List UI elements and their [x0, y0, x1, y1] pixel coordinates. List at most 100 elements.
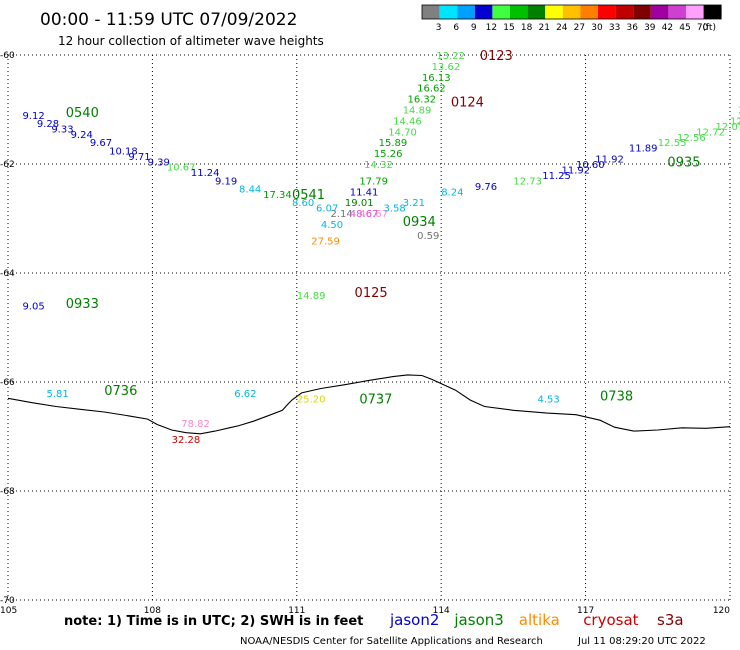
scale-swatch: [457, 5, 475, 19]
wave-height-label: 14.70: [388, 127, 417, 138]
wave-height-label: 25.20: [297, 394, 326, 405]
wave-height-label: 8.44: [239, 185, 261, 196]
wave-height-label: 19.01: [345, 198, 374, 209]
satellite-legend: jason2 jason3 altika cryosat s3a: [389, 611, 684, 629]
map-subtitle: 12 hour collection of altimeter wave hei…: [58, 34, 324, 48]
wave-height-label: 5.81: [47, 389, 69, 400]
pass-time-label: 0738: [600, 390, 633, 405]
scale-swatch: [686, 5, 704, 19]
wave-height-label: 9.76: [475, 182, 497, 193]
lat-tick-label: -64: [0, 269, 15, 279]
wave-height-label: 15.26: [374, 149, 403, 160]
wave-height-label: 11.41: [350, 187, 379, 198]
lat-tick-label: -66: [0, 378, 15, 388]
pass-time-label: 0125: [355, 286, 388, 301]
scale-swatch: [633, 5, 651, 19]
scale-swatch: [527, 5, 546, 19]
legend-s3a: s3a: [657, 611, 684, 629]
wave-height-label: 4.53: [537, 394, 559, 405]
scale-swatch: [492, 5, 510, 19]
lat-lon-grid: [7, 54, 731, 601]
axis-tick-labels: 105 108 111 114 117 120 -60 -62 -64 -66 -68 -70: [0, 51, 730, 616]
lon-tick-label: 120: [713, 606, 730, 616]
wave-height-label: 14.89: [297, 291, 326, 302]
wave-height-label: 27.59: [311, 236, 340, 247]
wave-height-label: 32.28: [172, 435, 201, 446]
wave-height-label: 48.67: [350, 209, 379, 220]
lat-tick-label: -62: [0, 160, 15, 170]
wave-height-label: 9.05: [22, 302, 44, 313]
lon-tick-label: 117: [577, 606, 594, 616]
wave-height-label: 16.32: [408, 95, 437, 106]
scale-label: 3: [436, 23, 442, 33]
scale-label: 15: [503, 23, 514, 33]
wave-height-label: 12.56: [677, 133, 706, 144]
wave-height-label: 17.79: [359, 176, 388, 187]
wave-height-label: 0.59: [417, 231, 439, 242]
scale-swatch: [650, 5, 669, 19]
wave-height-label: 9.24: [71, 130, 93, 141]
scale-label: 36: [626, 23, 638, 33]
scale-label: 9: [471, 23, 477, 33]
lat-tick-label: -70: [0, 596, 15, 606]
scale-swatch: [598, 5, 616, 19]
scale-label: 42: [662, 23, 673, 33]
footer-timestamp: Jul 11 08:29:20 UTC 2022: [577, 636, 706, 647]
color-scale-bar: 3 6 9 12 15 18 21 24 27 30 33 36 39 42 45 70(ft): [421, 4, 722, 33]
scale-swatch: [668, 5, 686, 19]
wave-height-label: 6.07: [316, 204, 338, 215]
wave-height-label: 12.72: [696, 127, 725, 138]
wave-height-label: 12.73: [513, 176, 542, 187]
pass-time-label: 0935: [667, 155, 700, 170]
pass-time-label: 0540: [66, 106, 99, 121]
scale-label: 18: [521, 23, 533, 33]
scale-swatch: [562, 5, 581, 19]
lon-tick-label: 105: [0, 606, 17, 616]
pass-time-label: 0737: [359, 392, 392, 407]
wave-height-label: 10.67: [167, 163, 196, 174]
footer-note: note: 1) Time is in UTC; 2) SWH is in fe…: [64, 614, 363, 629]
legend-altika: altika: [519, 611, 560, 629]
scale-swatch: [615, 5, 634, 19]
scale-label: 27: [574, 23, 585, 33]
scale-swatch: [474, 5, 493, 19]
wave-height-label: 8.60: [292, 198, 314, 209]
scale-swatch: [422, 5, 440, 19]
wave-height-label: 12.09: [738, 111, 740, 122]
scale-border: [421, 4, 722, 20]
wave-height-label: 9.39: [148, 157, 170, 168]
wave-height-label: 13.22: [436, 51, 465, 62]
wave-height-label: 9.12: [22, 111, 44, 122]
footer-credit: NOAA/NESDIS Center for Satellite Applica…: [240, 636, 543, 647]
wave-height-label: 8.24: [441, 187, 463, 198]
wave-height-label: 9.28: [37, 119, 59, 130]
legend-jason3: jason3: [453, 611, 503, 629]
scale-swatch: [545, 5, 563, 19]
pass-time-label: 0933: [66, 297, 99, 312]
scale-label: 12: [486, 23, 497, 33]
wave-height-label: 14.32: [364, 160, 393, 171]
scale-unit: (ft): [702, 23, 716, 33]
scale-swatch: [510, 5, 528, 19]
wave-height-label: 12.55: [658, 138, 687, 149]
wave-height-label: 9.19: [215, 176, 237, 187]
wave-height-label: 11.92: [562, 165, 591, 176]
pass-time-label: 0934: [403, 215, 436, 230]
scale-label: 30: [591, 23, 603, 33]
legend-jason2: jason2: [389, 611, 439, 629]
wave-height-label: 9.71: [128, 152, 150, 163]
wave-height-label: 9.33: [51, 125, 73, 136]
wave-height-label: 11.89: [629, 144, 658, 155]
lat-tick-label: -60: [0, 51, 15, 61]
scale-label: 21: [538, 23, 549, 33]
scale-label: 33: [609, 23, 620, 33]
wave-height-label: 12.07: [716, 122, 740, 133]
scale-swatch: [439, 5, 458, 19]
wave-height-label: 6.62: [234, 389, 256, 400]
pass-time-label: 0124: [451, 95, 484, 110]
scale-swatch: [580, 5, 598, 19]
scale-label: 24: [556, 23, 568, 33]
wave-height-label: 14.46: [393, 116, 422, 127]
scale-label: 70: [697, 23, 709, 33]
